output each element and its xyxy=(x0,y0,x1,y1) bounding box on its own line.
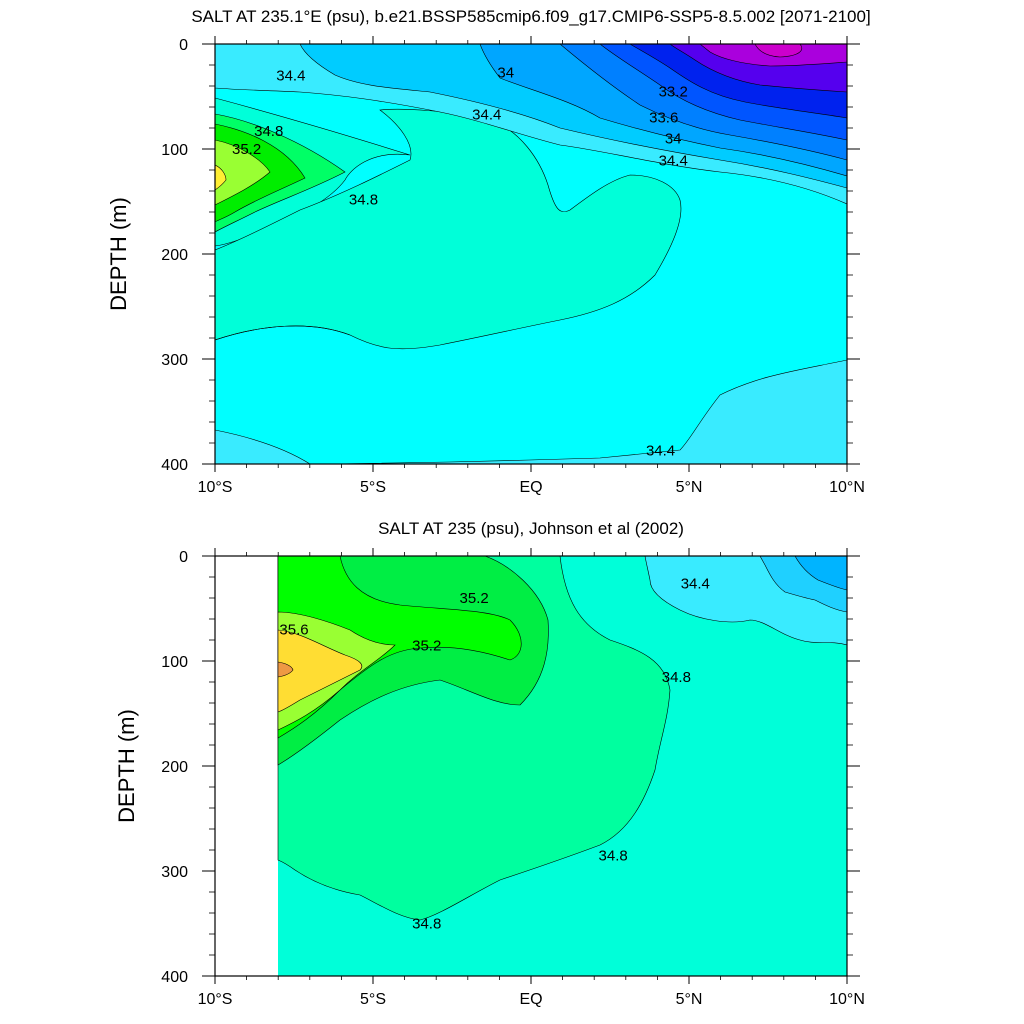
top-fill-34.8b xyxy=(215,109,682,350)
top-contour-34.4-deep xyxy=(215,325,351,341)
x-tick-label: 5°N xyxy=(676,479,703,496)
x-tick-label: 10°N xyxy=(829,991,865,1008)
y-tick-label: 0 xyxy=(179,549,188,566)
y-axis-label: DEPTH (m) xyxy=(114,709,139,823)
y-tick-label: 200 xyxy=(161,247,188,264)
contour-label: 34.8 xyxy=(254,123,283,140)
bot-fill-35.6 xyxy=(277,629,363,713)
y-tick-label: 400 xyxy=(161,969,188,986)
bot-fill-35.8 xyxy=(277,661,294,678)
contour-label: 33.6 xyxy=(649,110,678,127)
contour-label: 34.8 xyxy=(599,847,628,864)
x-tick-label: EQ xyxy=(519,479,542,496)
contour-label: 34.4 xyxy=(276,68,305,85)
contour-label: 34.8 xyxy=(662,669,691,686)
top-panel: SALT AT 235.1°E (psu), b.e21.BSSP585cmip… xyxy=(106,7,871,496)
contour-label: 35.2 xyxy=(460,590,489,607)
contour-label: 34 xyxy=(497,64,514,81)
bottom-contour-fill xyxy=(277,556,847,976)
contour-label: 34 xyxy=(665,131,682,148)
top-fill-32.8 xyxy=(754,44,803,58)
y-tick-label: 400 xyxy=(161,457,188,474)
contour-label: 34.4 xyxy=(659,153,688,170)
top-fill-35.2 xyxy=(215,139,271,206)
x-tick-label: 5°S xyxy=(360,991,386,1008)
x-tick-label: 10°N xyxy=(829,479,865,496)
y-tick-label: 100 xyxy=(161,654,188,671)
top-axes: 10°S 5°S EQ 5°N 10°N 0 100 200 300 400 DEPTH (m) xyxy=(106,36,865,496)
x-tick-label: EQ xyxy=(519,991,542,1008)
y-tick-label: 300 xyxy=(161,352,188,369)
x-tick-label: 10°S xyxy=(198,479,233,496)
x-tick-label: 10°S xyxy=(198,991,233,1008)
contour-label: 33.2 xyxy=(659,83,688,100)
top-fill-deep-34.4 xyxy=(329,359,847,464)
contour-label: 34.8 xyxy=(349,191,378,208)
bot-fill-34.0 xyxy=(794,556,847,591)
top-contour-labels: 34.4 34 33.2 34.4 33.6 34.8 34 35.2 34.4 34.8 34.4 xyxy=(232,64,688,459)
bottom-axes: 10°S 5°S EQ 5°N 10°N 0 100 200 300 400 DEPTH (m) xyxy=(114,548,865,1008)
top-fill-35.4 xyxy=(215,164,227,191)
contour-label: 35.6 xyxy=(279,622,308,639)
contour-label: 34.8 xyxy=(412,916,441,933)
y-axis-label: DEPTH (m) xyxy=(106,197,131,311)
bottom-no-data-region xyxy=(216,557,277,975)
bottom-panel: SALT AT 235 (psu), Johnson et al (2002) … xyxy=(114,519,865,1008)
top-panel-title: SALT AT 235.1°E (psu), b.e21.BSSP585cmip… xyxy=(191,7,870,26)
contour-label: 35.2 xyxy=(412,637,441,654)
top-contour-fill xyxy=(215,44,847,464)
contour-label: 34.4 xyxy=(681,575,710,592)
bottom-panel-title: SALT AT 235 (psu), Johnson et al (2002) xyxy=(378,519,684,538)
y-tick-label: 100 xyxy=(161,142,188,159)
contour-label: 34.4 xyxy=(472,106,501,123)
y-tick-label: 200 xyxy=(161,759,188,776)
contour-label: 34.4 xyxy=(646,442,675,459)
x-tick-label: 5°N xyxy=(676,991,703,1008)
y-tick-label: 0 xyxy=(179,37,188,54)
x-tick-label: 5°S xyxy=(360,479,386,496)
bottom-contour-labels: 34.4 35.2 35.6 35.2 34.8 34.8 34.8 xyxy=(279,575,710,932)
contour-label: 35.2 xyxy=(232,141,261,158)
y-tick-label: 300 xyxy=(161,864,188,881)
